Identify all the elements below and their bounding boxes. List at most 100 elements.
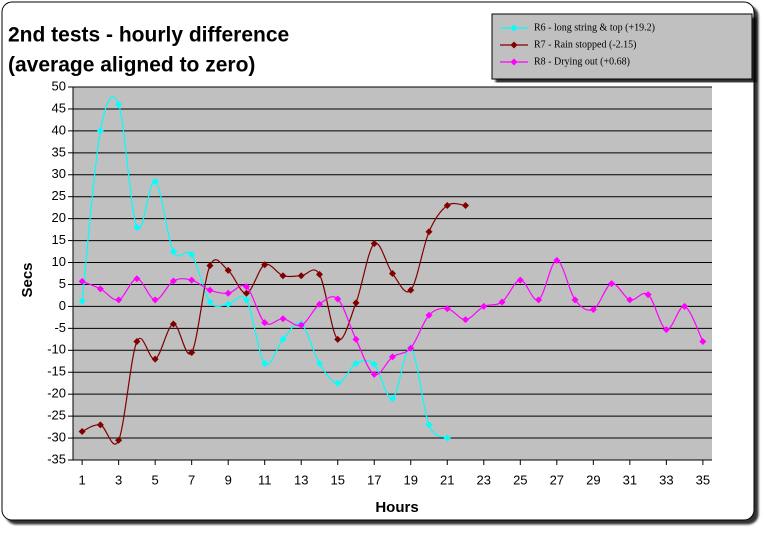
y-tick-label: 30	[52, 166, 66, 181]
point-marker	[78, 277, 86, 285]
point-marker	[662, 326, 670, 334]
point-marker	[151, 355, 159, 363]
point-marker	[443, 201, 451, 209]
legend-marker	[510, 41, 518, 49]
x-tick-label: 23	[477, 472, 491, 487]
y-tick-label: -5	[54, 320, 66, 335]
y-tick-label: 25	[52, 188, 66, 203]
y-tick-label: 50	[52, 78, 66, 93]
point-marker	[425, 228, 433, 236]
point-marker	[315, 270, 323, 278]
series-line	[81, 202, 466, 445]
point-marker	[297, 321, 305, 329]
point-marker	[407, 344, 415, 352]
point-marker	[352, 335, 360, 343]
point-marker	[370, 240, 378, 248]
x-tick-label: 5	[152, 472, 159, 487]
x-tick-label: 13	[294, 472, 308, 487]
point-marker	[188, 348, 196, 356]
x-tick-label: 11	[258, 472, 272, 487]
y-tick-label: 35	[52, 144, 66, 159]
x-tick-label: 17	[367, 472, 381, 487]
point-marker	[169, 320, 177, 328]
point-marker	[644, 291, 652, 299]
y-tick-label: -25	[47, 408, 66, 423]
point-marker	[279, 272, 287, 280]
point-marker	[315, 359, 323, 367]
point-marker	[462, 201, 470, 209]
point-marker	[78, 427, 86, 435]
point-marker	[133, 275, 141, 283]
point-marker	[699, 338, 707, 346]
point-marker	[553, 256, 561, 264]
x-tick-label: 3	[115, 472, 122, 487]
legend-label: R7 - Rain stopped (-2.15)	[534, 39, 637, 50]
legend-label: R6 - long string & top (+19.2)	[534, 22, 655, 33]
point-marker	[352, 359, 360, 367]
y-tick-label: -20	[47, 386, 66, 401]
x-tick-label: 35	[696, 472, 710, 487]
plot	[78, 96, 707, 445]
chart-title: 2nd tests - hourly difference	[8, 24, 289, 47]
point-marker	[279, 335, 287, 343]
point-marker	[261, 319, 269, 327]
point-marker	[242, 289, 250, 297]
x-axis-label: Hours	[375, 499, 418, 516]
y-tick-label: -10	[47, 342, 66, 357]
y-tick-label: -30	[47, 429, 66, 444]
point-marker	[315, 300, 323, 308]
x-tick-label: 29	[586, 472, 600, 487]
legend: R6 - long string & top (+19.2) R7 - Rain …	[491, 13, 753, 80]
point-marker	[334, 335, 342, 343]
point-marker	[480, 302, 488, 310]
y-tick-label: 20	[52, 210, 66, 225]
legend-marker	[510, 24, 518, 32]
point-marker	[516, 276, 524, 284]
point-marker	[535, 296, 543, 304]
y-tick-label: 5	[59, 276, 66, 291]
point-marker	[261, 261, 269, 269]
point-marker	[78, 297, 86, 305]
point-marker	[115, 296, 123, 304]
x-tick-label: 19	[404, 472, 418, 487]
point-marker	[188, 276, 196, 284]
chart-subtitle: (average aligned to zero)	[8, 54, 255, 77]
x-tick-label: 27	[550, 472, 564, 487]
point-marker	[206, 298, 214, 306]
x-tick-label: 9	[225, 472, 232, 487]
point-marker	[389, 270, 396, 277]
point-marker	[608, 280, 616, 288]
point-marker	[96, 127, 104, 135]
y-tick-label: 15	[52, 232, 66, 247]
point-marker	[443, 434, 451, 442]
point-marker	[407, 286, 415, 294]
point-marker	[370, 360, 378, 368]
point-marker	[115, 436, 123, 444]
point-marker	[96, 421, 104, 429]
point-marker	[389, 395, 396, 403]
point-marker	[206, 262, 214, 270]
point-marker	[206, 286, 214, 294]
point-marker	[242, 283, 250, 291]
point-marker	[681, 302, 689, 310]
point-marker	[279, 315, 287, 323]
point-marker	[169, 277, 177, 285]
point-marker	[626, 296, 634, 304]
y-tick-label: 40	[52, 122, 66, 137]
point-marker	[133, 338, 141, 346]
x-tick-label: 15	[330, 472, 344, 487]
grid	[73, 86, 712, 461]
point-marker	[133, 223, 141, 231]
point-marker	[96, 285, 104, 293]
point-marker	[242, 296, 250, 304]
point-marker	[188, 251, 196, 259]
point-marker	[151, 177, 159, 185]
point-marker	[115, 101, 123, 109]
point-marker	[443, 305, 451, 313]
x-tick-label: 25	[513, 472, 527, 487]
point-marker	[462, 316, 470, 324]
point-marker	[334, 379, 342, 387]
series-line	[81, 96, 448, 439]
